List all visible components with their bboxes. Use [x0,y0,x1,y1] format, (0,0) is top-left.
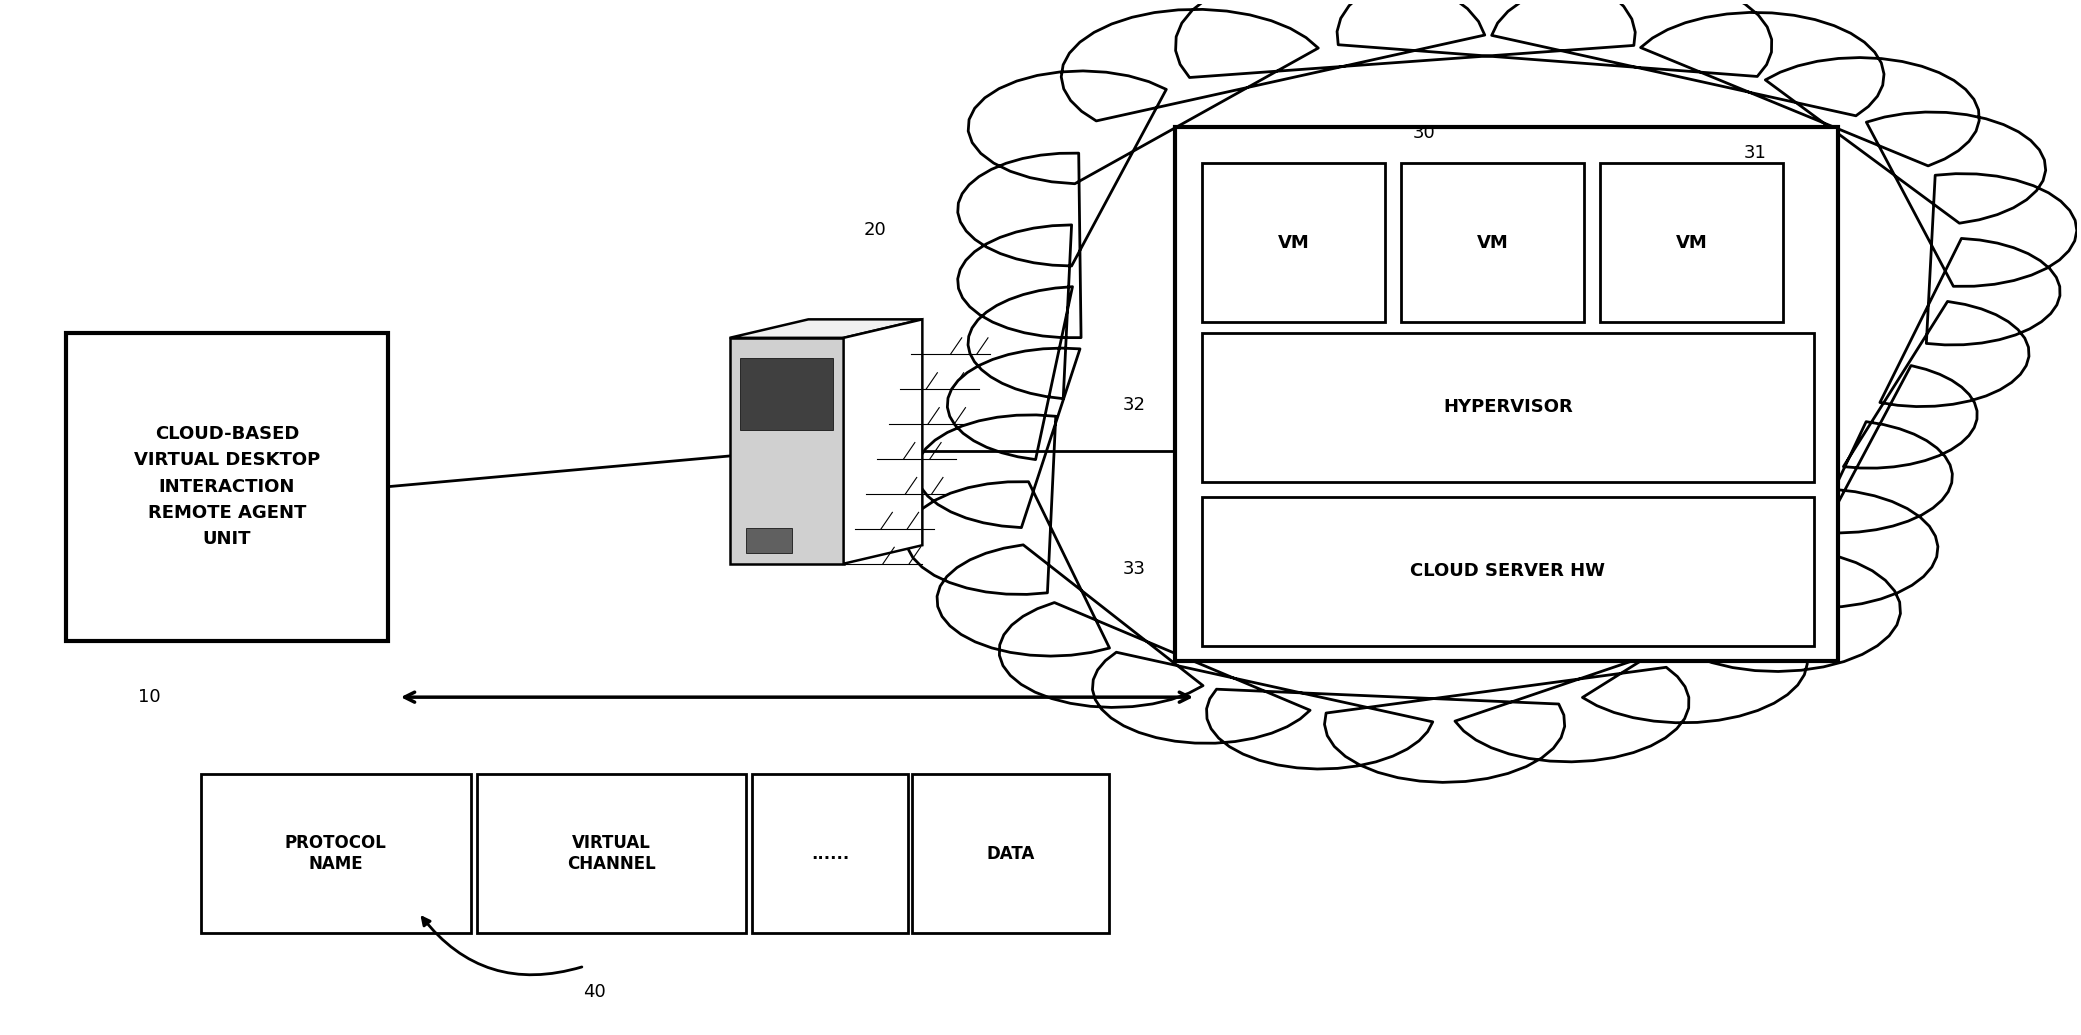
Text: 30: 30 [1413,123,1436,142]
Text: 32: 32 [1122,395,1145,414]
Text: ......: ...... [812,845,849,863]
Text: 31: 31 [1744,144,1767,162]
FancyBboxPatch shape [1203,332,1815,481]
FancyBboxPatch shape [1176,127,1838,661]
FancyBboxPatch shape [477,774,747,934]
Text: VM: VM [1475,234,1509,252]
Text: 20: 20 [864,221,887,239]
Text: VM: VM [1278,234,1309,252]
Text: DATA: DATA [986,845,1034,863]
FancyBboxPatch shape [202,774,470,934]
FancyBboxPatch shape [911,774,1109,934]
FancyBboxPatch shape [1401,164,1584,323]
Text: 33: 33 [1122,560,1145,578]
Text: 40: 40 [583,983,606,1001]
Polygon shape [843,320,922,564]
FancyBboxPatch shape [1203,164,1384,323]
Text: VIRTUAL
CHANNEL: VIRTUAL CHANNEL [568,834,656,874]
FancyBboxPatch shape [1203,497,1815,646]
Text: VM: VM [1675,234,1706,252]
Polygon shape [730,320,922,337]
Text: CLOUD SERVER HW: CLOUD SERVER HW [1411,562,1604,581]
FancyBboxPatch shape [1600,164,1783,323]
FancyBboxPatch shape [730,337,843,564]
FancyBboxPatch shape [747,528,791,554]
Text: CLOUD-BASED
VIRTUAL DESKTOP
INTERACTION
REMOTE AGENT
UNIT: CLOUD-BASED VIRTUAL DESKTOP INTERACTION … [133,425,320,549]
Text: PROTOCOL
NAME: PROTOCOL NAME [285,834,387,874]
FancyBboxPatch shape [753,774,907,934]
Polygon shape [905,0,2077,782]
FancyBboxPatch shape [741,358,832,431]
Text: HYPERVISOR: HYPERVISOR [1442,398,1573,416]
Text: 10: 10 [137,688,160,706]
FancyBboxPatch shape [67,332,387,641]
